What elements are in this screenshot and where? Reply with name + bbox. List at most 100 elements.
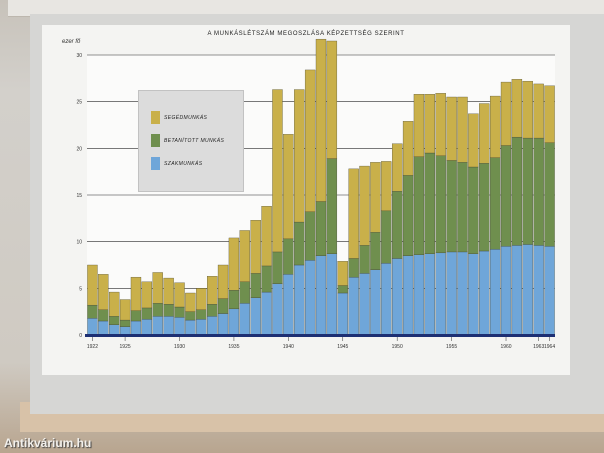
bar-segedmunkas: [141, 281, 153, 309]
bar-szakmunkas: [446, 251, 457, 336]
chart-frame: 0 5 10 15 20 25 30 1922 1925 1930 1935 1940 1945 1950…: [42, 25, 570, 375]
bar-betanitott: [250, 273, 261, 298]
x-tick-label: 1963: [533, 344, 544, 350]
bar-betanitott: [479, 163, 490, 252]
bar-betanitott: [511, 136, 523, 246]
x-tick-label: 1940: [283, 344, 294, 350]
bar-betanitott: [87, 304, 98, 319]
bar-szakmunkas: [294, 264, 305, 336]
bar-segedmunkas: [326, 40, 338, 159]
legend-swatch-szakmunkas: [151, 157, 160, 170]
bar-betanitott: [381, 210, 392, 264]
bar-betanitott: [239, 281, 250, 304]
bar-szakmunkas: [500, 246, 512, 336]
bar-betanitott: [544, 142, 555, 247]
bar-betanitott: [457, 162, 468, 253]
bar-betanitott: [119, 319, 131, 327]
bar-szakmunkas: [283, 274, 294, 336]
bar-betanitott: [272, 251, 283, 284]
watermark: Antikvárium.hu: [4, 436, 92, 450]
bar-szakmunkas: [141, 318, 153, 336]
bar-betanitott: [228, 290, 240, 310]
bar-betanitott: [435, 155, 446, 254]
bar-szakmunkas: [217, 313, 229, 336]
bar-szakmunkas: [457, 251, 468, 336]
bar-segedmunkas: [489, 95, 501, 158]
bar-szakmunkas: [163, 316, 174, 336]
bar-szakmunkas: [402, 255, 414, 336]
bar-szakmunkas: [435, 252, 446, 336]
bar-betanitott: [489, 157, 501, 250]
bar-segedmunkas: [174, 282, 185, 308]
bar-betanitott: [304, 211, 316, 261]
bar-segedmunkas: [283, 134, 294, 240]
bar-szakmunkas: [468, 253, 479, 336]
bar-segedmunkas: [304, 69, 316, 212]
bar-szakmunkas: [370, 269, 381, 336]
bar-betanitott: [315, 201, 327, 256]
y-tick-label: 20: [76, 146, 82, 152]
bar-szakmunkas: [522, 244, 533, 336]
bar-szakmunkas: [207, 316, 218, 336]
bar-segedmunkas: [457, 96, 468, 163]
bar-segedmunkas: [392, 143, 403, 192]
bar-segedmunkas: [381, 161, 392, 212]
x-tick-label: 1945: [337, 344, 348, 350]
bar-betanitott: [370, 232, 381, 270]
bar-betanitott: [348, 258, 359, 278]
bar-betanitott: [196, 309, 207, 320]
bar-szakmunkas: [196, 318, 207, 336]
bar-segedmunkas: [424, 94, 435, 154]
bar-szakmunkas: [250, 297, 261, 336]
bar-szakmunkas: [109, 324, 120, 336]
bar-segedmunkas: [272, 89, 283, 253]
x-tick-label: 1925: [120, 344, 131, 350]
legend-label-szakmunkas: SZAKMUNKÁS: [164, 161, 203, 167]
bar-segedmunkas: [522, 80, 533, 139]
bar-betanitott: [98, 309, 109, 322]
bar-segedmunkas: [228, 237, 240, 291]
bar-betanitott: [326, 158, 338, 254]
bar-betanitott: [468, 166, 479, 254]
bar-szakmunkas: [511, 245, 523, 336]
bar-betanitott: [392, 191, 403, 259]
bar-szakmunkas: [533, 245, 544, 336]
bar-szakmunkas: [228, 308, 240, 336]
bar-segedmunkas: [217, 264, 229, 299]
x-tick-label: 1922: [87, 344, 98, 350]
bar-segedmunkas: [130, 276, 142, 311]
bar-segedmunkas: [163, 277, 174, 305]
bar-betanitott: [174, 306, 185, 318]
y-tick-label: 25: [76, 100, 82, 106]
bar-segedmunkas: [250, 220, 261, 274]
x-tick-label: 1950: [392, 344, 403, 350]
bar-segedmunkas: [348, 168, 359, 259]
bar-segedmunkas: [239, 230, 250, 282]
bar-segedmunkas: [402, 121, 414, 176]
bar-segedmunkas: [511, 79, 523, 138]
bar-betanitott: [413, 156, 425, 255]
bar-szakmunkas: [130, 320, 142, 336]
bar-szakmunkas: [326, 253, 338, 336]
bar-betanitott: [217, 298, 229, 314]
bar-segedmunkas: [207, 276, 218, 305]
bar-szakmunkas: [381, 262, 392, 336]
bar-segedmunkas: [185, 292, 196, 312]
bar-betanitott: [522, 137, 533, 245]
bar-szakmunkas: [152, 316, 163, 336]
bar-segedmunkas: [294, 89, 305, 223]
bar-betanitott: [533, 137, 544, 246]
bar-szakmunkas: [87, 318, 98, 336]
bar-segedmunkas: [109, 291, 120, 317]
bar-betanitott: [283, 238, 294, 275]
bar-betanitott: [337, 285, 348, 294]
bar-betanitott: [446, 160, 457, 253]
bar-segedmunkas: [479, 103, 490, 164]
x-tick-label: 1955: [446, 344, 457, 350]
y-tick-label: 0: [79, 333, 82, 339]
bar-segedmunkas: [196, 288, 207, 310]
bar-szakmunkas: [359, 273, 370, 336]
bar-segedmunkas: [533, 83, 544, 139]
bar-segedmunkas: [500, 81, 512, 146]
bar-segedmunkas: [119, 299, 131, 321]
